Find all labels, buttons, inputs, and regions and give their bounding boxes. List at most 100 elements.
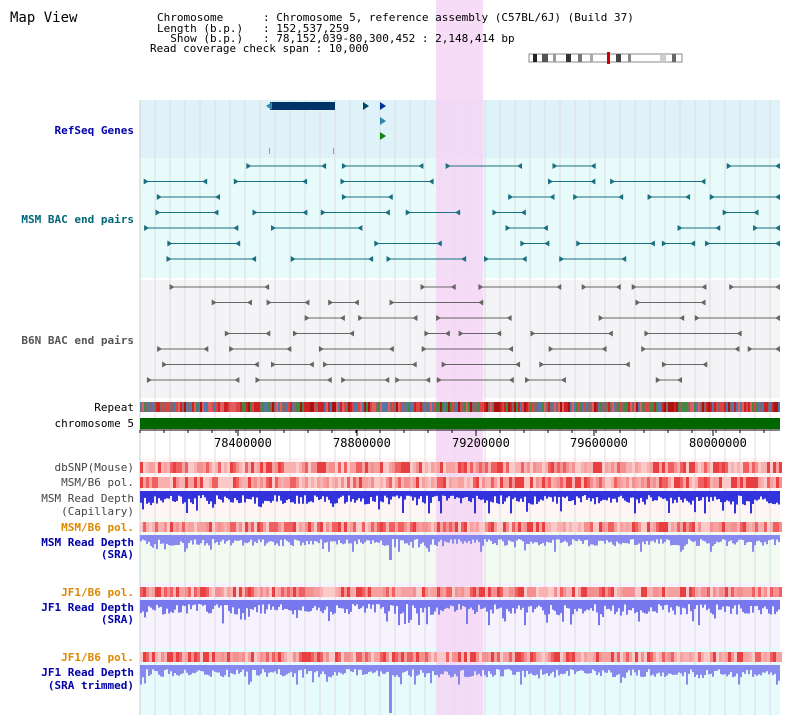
repeat-element: [530, 402, 532, 412]
msm-sra-depth: [472, 535, 474, 540]
jf1-pol2-stripe: [410, 652, 413, 662]
jf1-trim-depth: [654, 665, 656, 677]
repeat-element: [428, 402, 430, 412]
dbsnp-stripe: [629, 462, 632, 473]
msm-pol2-stripe: [734, 522, 737, 532]
msm-cap-depth: [652, 491, 654, 502]
jf1-sra-depth: [336, 600, 338, 606]
jf1-trim-depth: [696, 665, 698, 675]
msm-bac-end: [544, 240, 550, 247]
msm-pol2-stripe: [248, 522, 251, 532]
msm-pol2-stripe: [527, 522, 530, 532]
repeat-element: [406, 402, 408, 412]
msm-sra-depth: [148, 535, 150, 542]
msm-pol2-stripe: [407, 522, 410, 532]
dbsnp-stripe: [299, 462, 302, 473]
jf1-pol-stripe: [263, 587, 266, 597]
msm-sra-depth: [526, 535, 528, 544]
jf1-pol-stripe: [779, 587, 782, 597]
msm-bac-end: [559, 256, 565, 262]
track-label-msm-depth-sra[interactable]: MSM Read Depth: [41, 536, 134, 549]
msm-cap-depth: [164, 491, 166, 500]
jf1-trim-depth: [248, 665, 250, 685]
msm-sra-depth: [164, 535, 166, 550]
track-label-dbsnp[interactable]: dbSNP(Mouse): [54, 461, 134, 474]
track-label-msm-b6-pol-2[interactable]: MSM/B6 pol.: [61, 521, 134, 534]
msm-pol-stripe: [587, 477, 590, 488]
msm-pol2-stripe: [143, 522, 146, 532]
jf1-pol-stripe: [737, 587, 740, 597]
repeat-element: [216, 402, 218, 412]
jf1-pol-stripe: [254, 587, 257, 597]
jf1-trim-depth: [142, 665, 144, 678]
repeat-element: [168, 402, 170, 412]
msm-cap-depth: [430, 491, 432, 503]
jf1-sra-depth: [718, 600, 720, 610]
msm-pol2-stripe: [140, 522, 143, 532]
b6n-bac-end: [736, 330, 742, 337]
msm-cap-depth: [400, 491, 402, 497]
jf1-sra-depth: [704, 600, 706, 605]
track-label-msm-b6-pol[interactable]: MSM/B6 pol.: [61, 476, 134, 489]
jf1-sra-depth: [608, 600, 610, 609]
dbsnp-stripe: [611, 462, 614, 473]
repeat-element: [682, 402, 684, 412]
jf1-pol2-stripe: [593, 652, 596, 662]
jf1-trim-depth: [536, 665, 538, 675]
msm-pol-stripe: [563, 477, 566, 488]
msm-pol2-stripe: [770, 522, 773, 532]
jf1-pol-stripe: [257, 587, 260, 597]
repeat-element: [494, 402, 496, 412]
chromosome-ideogram[interactable]: [528, 52, 684, 63]
msm-sra-depth: [396, 535, 398, 540]
jf1-pol2-stripe: [203, 652, 206, 662]
jf1-trim-depth: [678, 665, 680, 673]
repeat-element: [284, 402, 286, 412]
jf1-trim-depth: [330, 665, 332, 678]
repeat-element: [450, 402, 452, 412]
msm-pol2-stripe: [242, 522, 245, 532]
msm-cap-depth: [320, 491, 322, 500]
jf1-sra-depth: [420, 600, 422, 609]
jf1-pol2-stripe: [440, 652, 443, 662]
msm-pol2-stripe: [293, 522, 296, 532]
repeat-element: [612, 402, 614, 412]
msm-pol2-stripe: [500, 522, 503, 532]
msm-sra-depth: [520, 535, 522, 540]
b6n-bac-end: [560, 377, 566, 383]
repeat-element: [662, 402, 664, 412]
track-label-refseq[interactable]: RefSeq Genes: [54, 124, 134, 137]
jf1-sra-depth: [632, 600, 634, 609]
track-label-msm-depth-cap[interactable]: MSM Read Depth: [41, 492, 134, 505]
msm-sra-depth: [494, 535, 496, 544]
jf1-trim-depth: [670, 665, 672, 674]
jf1-pol-stripe: [275, 587, 278, 597]
b6n-bac-end: [729, 284, 735, 290]
repeat-element: [436, 402, 438, 412]
jf1-sra-depth: [140, 600, 142, 614]
msm-bac-end: [214, 194, 220, 200]
repeat-element: [362, 402, 364, 412]
axis-tick-label: 79600000: [570, 436, 628, 450]
jf1-pol2-stripe: [263, 652, 266, 662]
msm-pol-stripe: [257, 477, 260, 488]
jf1-pol-stripe: [227, 587, 230, 597]
jf1-pol-stripe: [761, 587, 764, 597]
track-label-jf1-depth-sra[interactable]: JF1 Read Depth: [41, 601, 134, 614]
msm-pol-stripe: [767, 477, 770, 488]
jf1-pol-stripe: [209, 587, 212, 597]
track-label-msm-bac[interactable]: MSM BAC end pairs: [21, 213, 134, 226]
track-label-jf1-depth-trim[interactable]: JF1 Read Depth: [41, 666, 134, 679]
msm-pol2-stripe: [149, 522, 152, 532]
track-label-jf1-b6-pol[interactable]: JF1/B6 pol.: [61, 586, 134, 599]
track-label-jf1-b6-pol-2[interactable]: JF1/B6 pol.: [61, 651, 134, 664]
jf1-sra-depth: [558, 600, 560, 616]
jf1-trim-depth: [312, 665, 314, 683]
track-label-b6n-bac[interactable]: B6N BAC end pairs: [21, 334, 134, 347]
track-label-repeat[interactable]: Repeat: [94, 401, 134, 414]
jf1-trim-depth: [414, 665, 416, 685]
msm-cap-depth: [696, 491, 698, 498]
msm-cap-depth: [238, 491, 240, 504]
msm-pol-stripe: [446, 477, 449, 488]
